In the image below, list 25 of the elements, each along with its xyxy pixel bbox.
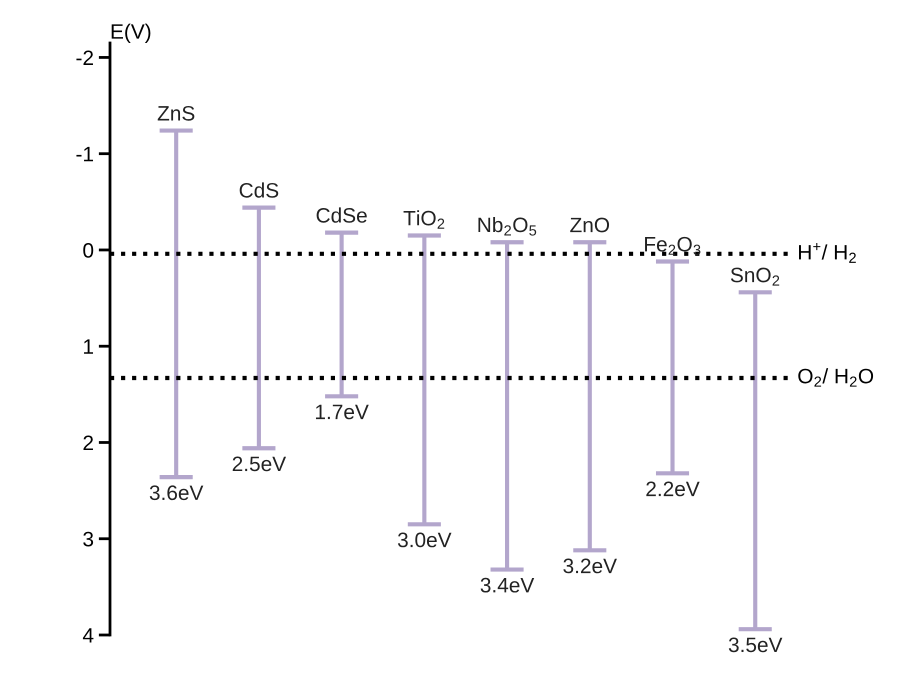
y-tick-label: 4 bbox=[82, 628, 94, 643]
x-tick-label: Nb$_{2}$O$_{5}$ bbox=[478, 216, 536, 236]
y-tick-label: -1 bbox=[76, 146, 94, 162]
data-label: 3.6eV bbox=[150, 485, 204, 500]
data-label: 3.0eV bbox=[398, 532, 452, 548]
x-tick-label: ZnO bbox=[570, 218, 610, 232]
x-tick-label: SnO$_{2}$ bbox=[730, 268, 780, 286]
data-label: 2.2eV bbox=[646, 482, 700, 496]
x-tick-label: CdS bbox=[240, 182, 278, 198]
x-tick-label: ZnS bbox=[158, 106, 194, 121]
x-tick-label: CdSe bbox=[316, 207, 367, 223]
y-tick-label: 2 bbox=[83, 435, 93, 450]
x-tick-label: TiO$_{2}$ bbox=[404, 210, 444, 229]
y-axis-title: E(V) bbox=[112, 24, 150, 43]
ref-line-label: O$_{2}$/ H$_{2}$O bbox=[798, 368, 874, 387]
data-label: 3.2eV bbox=[563, 558, 617, 574]
ref-line-label: H$^{+}$/ H$_{2}$ bbox=[799, 243, 856, 263]
y-tick-label: 1 bbox=[84, 339, 94, 354]
y-tick-label: 0 bbox=[83, 242, 94, 258]
y-tick-label: -2 bbox=[76, 50, 93, 65]
data-label: 2.5eV bbox=[232, 456, 286, 472]
y-tick-label: 3 bbox=[83, 532, 94, 546]
data-label: 3.5eV bbox=[728, 637, 782, 652]
data-label: 3.4eV bbox=[480, 578, 534, 593]
data-label: 1.7eV bbox=[316, 404, 369, 420]
